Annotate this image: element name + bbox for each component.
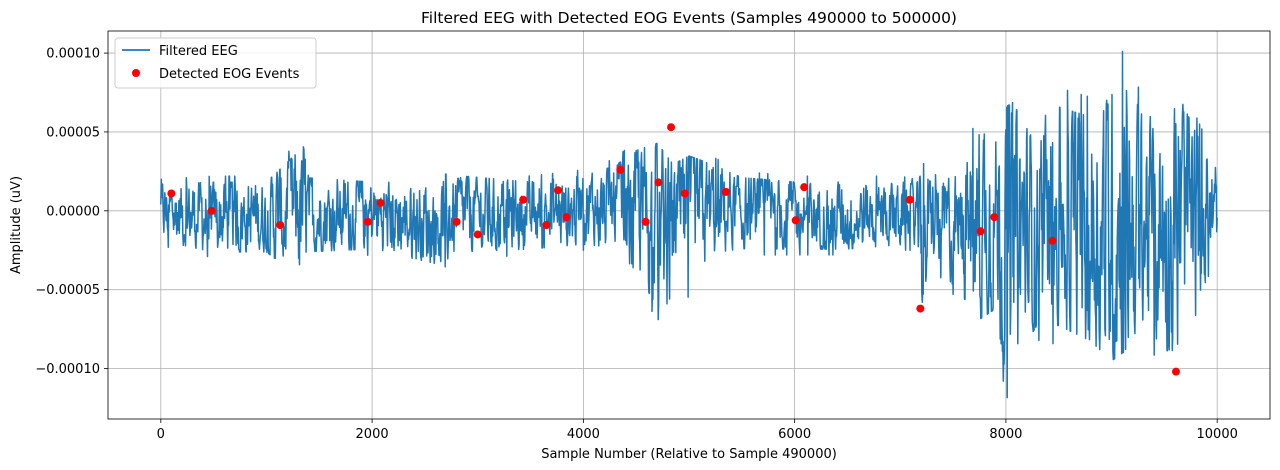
event-marker (207, 206, 216, 215)
event-marker (363, 217, 372, 226)
event-marker (519, 195, 528, 204)
chart-title: Filtered EEG with Detected EOG Events (S… (421, 9, 957, 27)
x-tick-label: 4000 (567, 427, 600, 442)
y-axis: −0.00010 −0.00005 0.00000 0.00005 0.00010 (35, 47, 108, 377)
event-marker (990, 213, 999, 222)
event-markers (167, 123, 1180, 376)
y-tick-label: −0.00010 (35, 362, 100, 377)
event-marker (916, 304, 925, 313)
x-axis-label: Sample Number (Relative to Sample 490000… (541, 447, 837, 462)
x-tick-label: 0 (157, 427, 165, 442)
y-tick-label: 0.00000 (46, 204, 100, 219)
legend: Filtered EEG Detected EOG Events (114, 37, 317, 89)
event-marker (542, 221, 551, 229)
legend-swatch-detected-eog-events (132, 69, 140, 77)
axes-frame (107, 30, 1271, 420)
event-marker (641, 217, 650, 226)
event-marker (276, 221, 285, 229)
x-tick-label: 8000 (989, 427, 1022, 442)
event-marker (1048, 236, 1057, 245)
x-axis: 0 2000 4000 6000 8000 10000 (157, 419, 1238, 442)
y-tick-label: −0.00005 (35, 283, 100, 298)
x-tick-label: 10000 (1197, 427, 1238, 442)
event-marker (616, 165, 625, 174)
event-marker (167, 189, 176, 198)
event-marker (680, 189, 689, 198)
event-marker (667, 123, 676, 132)
series-line-filtered-eeg (160, 50, 1218, 399)
event-marker (452, 217, 461, 226)
event-marker (721, 187, 730, 196)
x-tick-label: 6000 (778, 427, 811, 442)
event-marker (800, 183, 809, 192)
event-marker (791, 216, 800, 225)
event-marker (654, 178, 663, 187)
event-marker (562, 213, 571, 222)
x-tick-label: 2000 (356, 427, 389, 442)
y-tick-label: 0.00010 (46, 47, 100, 62)
y-tick-label: 0.00005 (46, 125, 100, 140)
plot-area (160, 50, 1218, 399)
event-marker (473, 230, 482, 239)
event-marker (554, 186, 563, 195)
y-axis-label: Amplitude (uV) (9, 176, 24, 274)
event-marker (905, 195, 914, 204)
legend-box (114, 37, 317, 89)
event-marker (976, 227, 985, 236)
legend-label-detected-eog-events: Detected EOG Events (159, 67, 300, 82)
legend-label-filtered-eeg: Filtered EEG (159, 44, 238, 59)
event-marker (376, 198, 385, 207)
event-marker (1171, 367, 1180, 376)
